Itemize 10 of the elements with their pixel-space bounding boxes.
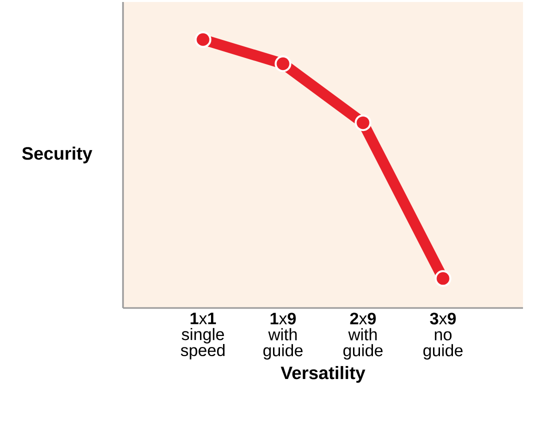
x-axis-title: Versatility xyxy=(280,366,366,383)
point xyxy=(274,55,292,72)
point xyxy=(354,114,372,132)
point xyxy=(194,31,212,48)
point xyxy=(434,270,452,287)
y-axis-title: Security xyxy=(22,146,92,164)
x-tick-label: 1x9 with guide xyxy=(263,312,303,360)
x-tick-label: 3x9 no guide xyxy=(423,312,463,360)
x-tick-label: 1x1 single speed xyxy=(180,312,225,360)
x-tick-label: 2x9 with guide xyxy=(343,312,383,360)
